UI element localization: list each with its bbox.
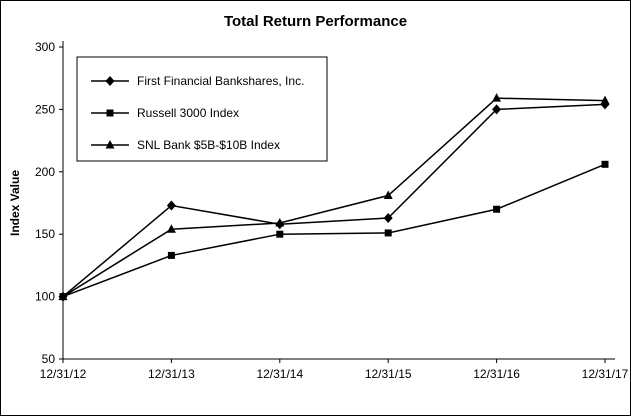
legend-marker-triangle [105, 140, 115, 149]
x-tick-label: 12/31/16 [473, 367, 520, 381]
y-tick-label: 100 [35, 290, 55, 304]
data-marker-square [384, 229, 392, 237]
legend-label: Russell 3000 Index [137, 106, 239, 120]
data-marker-diamond [492, 104, 502, 115]
x-tick-label: 12/31/17 [582, 367, 629, 381]
legend-label: First Financial Bankshares, Inc. [137, 74, 304, 88]
legend-marker-square [106, 109, 114, 117]
y-tick-label: 200 [35, 165, 55, 179]
data-marker-square [493, 205, 501, 213]
data-marker-triangle [383, 190, 393, 200]
legend-label: SNL Bank $5B-$10B Index [137, 138, 280, 152]
data-marker-diamond [166, 200, 176, 211]
y-axis-title: Index Value [8, 170, 22, 236]
data-marker-triangle [275, 217, 285, 227]
y-tick-label: 250 [35, 102, 55, 116]
chart-title: Total Return Performance [223, 13, 408, 30]
x-tick-label: 12/31/13 [148, 367, 195, 381]
data-marker-triangle [492, 93, 502, 102]
data-marker-square [167, 251, 175, 259]
series-line-square [62, 163, 606, 298]
data-marker-triangle [600, 95, 610, 105]
series-line-diamond [62, 103, 606, 298]
y-tick-label: 50 [42, 352, 56, 366]
series-line-triangle [62, 97, 606, 298]
y-tick-label: 150 [35, 227, 55, 241]
data-marker-diamond [383, 212, 393, 223]
y-tick-label: 300 [35, 40, 55, 54]
data-marker-square [276, 230, 284, 238]
data-marker-triangle [166, 224, 176, 233]
legend-marker-diamond [105, 76, 115, 86]
data-marker-triangle [58, 291, 68, 301]
x-tick-label: 12/31/12 [40, 367, 87, 381]
legend-box [76, 56, 328, 162]
data-marker-square [601, 160, 609, 168]
x-tick-label: 12/31/15 [365, 367, 412, 381]
x-tick-label: 12/31/14 [256, 367, 303, 381]
total-return-line-chart: Index Value 50 100 150 200 250 300 12/31/12 12/… [8, 40, 629, 381]
